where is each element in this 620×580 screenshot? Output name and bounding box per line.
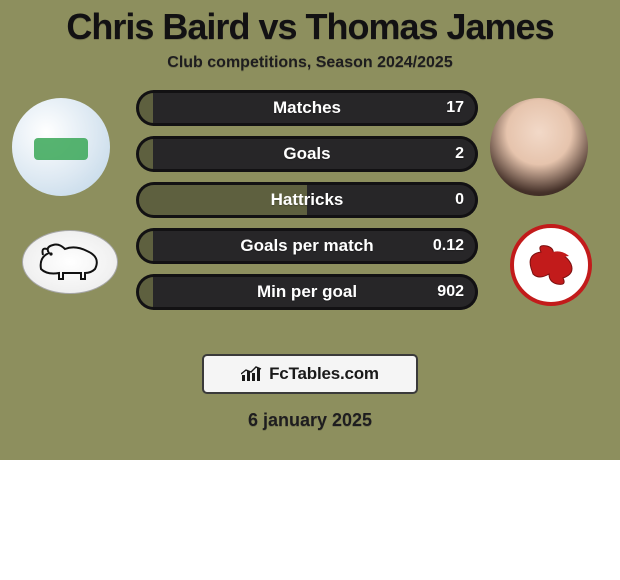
attribution-text: FcTables.com xyxy=(269,364,379,384)
stat-bar-fill-left xyxy=(136,228,153,264)
stat-bar-value-right: 0 xyxy=(455,191,464,209)
stat-bar-value-right: 902 xyxy=(437,283,464,301)
attribution-suffix: Tables.com xyxy=(289,364,379,383)
stat-bar-fill-right xyxy=(153,90,478,126)
stat-bar-fill-right xyxy=(153,274,478,310)
attribution-badge: FcTables.com xyxy=(202,354,418,394)
stat-bars: Matches17 Goals2 Hattricks0 Goals per match… xyxy=(136,90,478,320)
stat-bar-value-right: 17 xyxy=(446,99,464,117)
stat-bar-fill-right xyxy=(153,228,478,264)
ram-icon xyxy=(35,239,105,285)
club-right-crest xyxy=(510,224,592,306)
attribution-prefix: Fc xyxy=(269,364,288,383)
stat-bar-fill-left xyxy=(136,136,153,172)
stat-bar-fill-left xyxy=(136,274,153,310)
stat-bar: Min per goal902 xyxy=(136,274,478,310)
stat-bar-value-right: 0.12 xyxy=(433,237,464,255)
player-left-avatar xyxy=(12,98,110,196)
stat-bar-fill-left xyxy=(136,90,153,126)
subtitle: Club competitions, Season 2024/2025 xyxy=(0,54,620,72)
player-left-avatar-image xyxy=(12,98,110,196)
stat-bar: Matches17 xyxy=(136,90,478,126)
stat-bar: Hattricks0 xyxy=(136,182,478,218)
stat-bar: Goals2 xyxy=(136,136,478,172)
stat-bar-value-right: 2 xyxy=(455,145,464,163)
player-right-avatar-image xyxy=(490,98,588,196)
stat-bar-fill-right xyxy=(153,136,478,172)
wyvern-icon xyxy=(519,234,583,298)
stat-bar-fill-right xyxy=(307,182,478,218)
bar-chart-icon xyxy=(241,365,263,383)
stat-bar: Goals per match0.12 xyxy=(136,228,478,264)
player-right-avatar xyxy=(490,98,588,196)
date-label: 6 january 2025 xyxy=(0,410,620,431)
comparison-infographic: Chris Baird vs Thomas James Club competi… xyxy=(0,0,620,460)
comparison-body: Matches17 Goals2 Hattricks0 Goals per match… xyxy=(0,90,620,340)
page-title: Chris Baird vs Thomas James xyxy=(0,0,620,48)
club-left-crest xyxy=(22,230,118,294)
stat-bar-fill-left xyxy=(136,182,307,218)
